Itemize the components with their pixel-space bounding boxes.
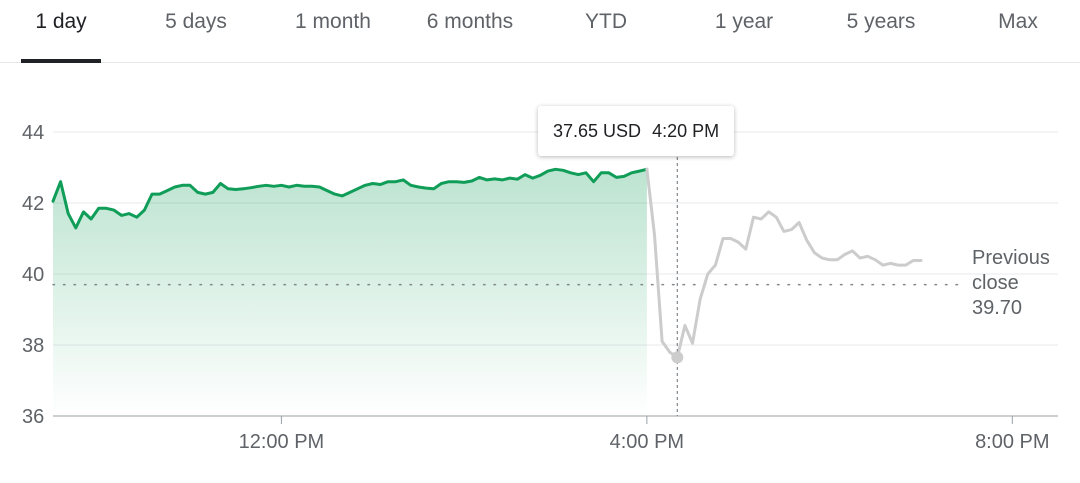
tab-5-days[interactable]: 5 days <box>165 10 227 33</box>
x-tick-label: 12:00 PM <box>239 431 325 453</box>
x-tick-label: 4:00 PM <box>610 431 684 453</box>
tab-1-day[interactable]: 1 day <box>35 10 87 33</box>
tab-6-months[interactable]: 6 months <box>426 10 514 33</box>
tab-max[interactable]: Max <box>998 10 1038 33</box>
y-tick-label: 38 <box>22 335 44 357</box>
tooltip-price: 37.65 USD <box>553 121 642 141</box>
x-tick-label: 8:00 PM <box>975 431 1049 453</box>
price-chart[interactable]: 36 38 40 42 44 12:00 PM 4:00 PM 8:00 PM <box>0 62 1080 483</box>
tab-ytd[interactable]: YTD <box>585 10 627 33</box>
market-area-fill <box>53 169 647 416</box>
time-range-tabs: 1 day 5 days 1 month 6 months YTD 1 year… <box>0 0 1080 63</box>
tab-5-years[interactable]: 5 years <box>846 10 916 33</box>
y-tick-label: 40 <box>22 264 44 286</box>
previous-close-label: Previous close 39.70 <box>972 246 1050 321</box>
after-hours-line <box>645 167 923 359</box>
market-hours-line <box>51 167 649 230</box>
y-tick-label: 36 <box>22 406 44 428</box>
y-tick-label: 42 <box>22 193 44 215</box>
active-tab-indicator <box>21 59 101 63</box>
previous-close-value: 39.70 <box>972 297 1023 319</box>
previous-close-line2: close <box>972 272 1019 294</box>
highlight-point <box>671 351 684 364</box>
tab-1-month[interactable]: 1 month <box>295 10 371 33</box>
y-tick-label: 44 <box>22 122 44 144</box>
previous-close-line1: Previous <box>972 247 1050 269</box>
tooltip-time: 4:20 PM <box>652 121 720 141</box>
price-tooltip: 37.65 USD 4:20 PM <box>538 106 735 156</box>
tab-1-year[interactable]: 1 year <box>714 10 774 33</box>
